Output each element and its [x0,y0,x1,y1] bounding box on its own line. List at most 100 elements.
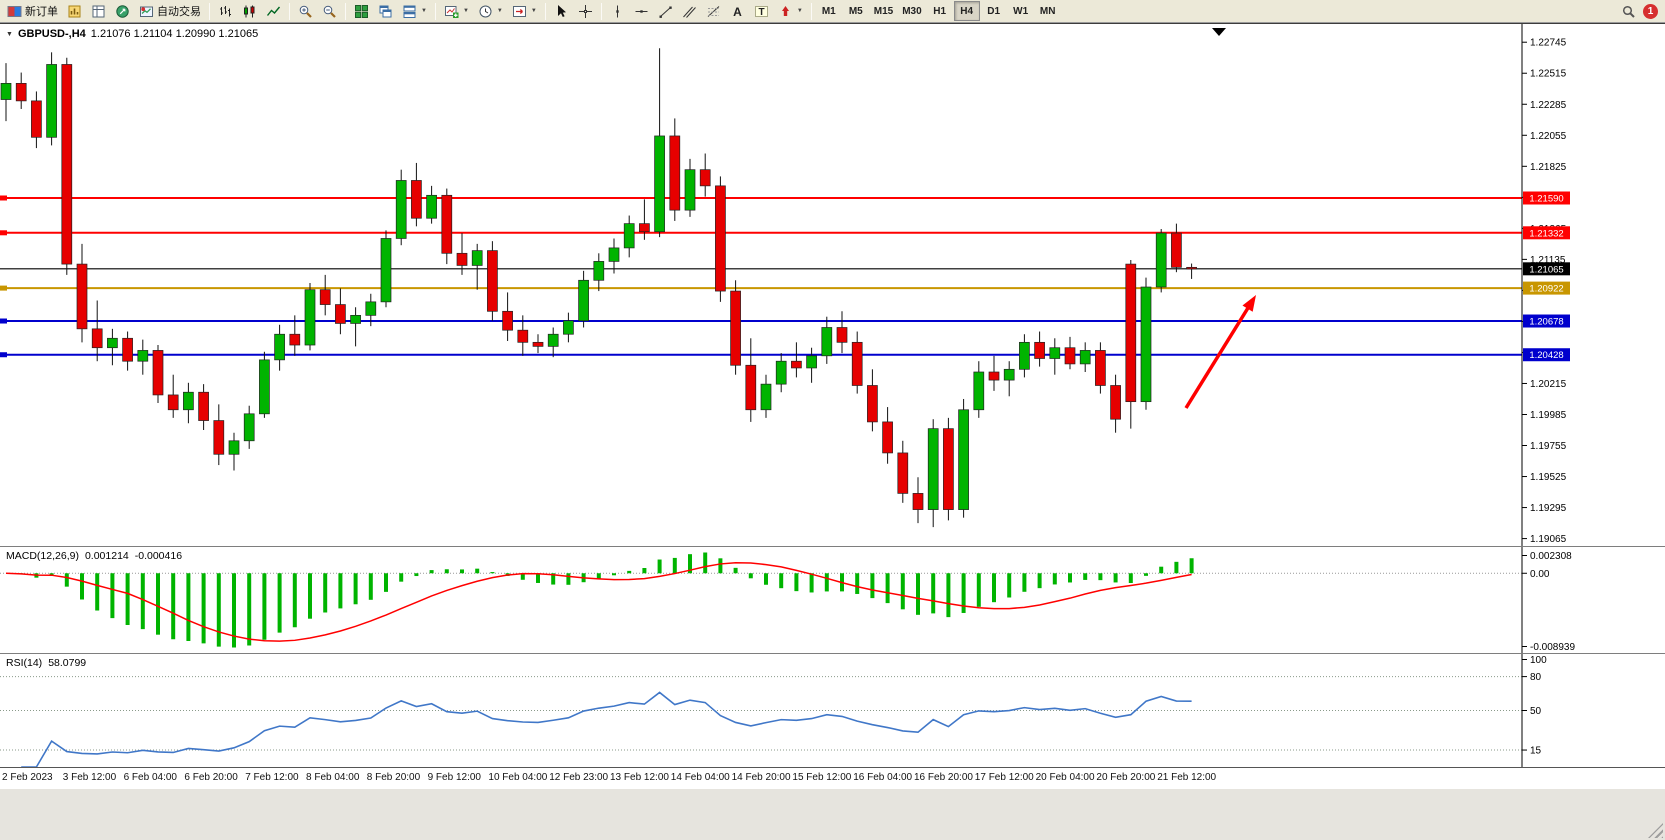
line-chart-icon [266,4,281,19]
price-line-badge: 1.20428 [1529,350,1563,361]
market-watch-button[interactable] [63,1,86,21]
text-tool-icon: A [733,5,742,19]
zoom-in-icon [298,4,313,19]
candlestick-chart-button[interactable] [238,1,261,21]
rsi-axis-label: 100 [1530,655,1547,666]
crosshair-icon [578,4,593,19]
navigator-button[interactable] [111,1,134,21]
trend-arrow-annotation[interactable] [1184,295,1256,409]
date-axis-label: 14 Feb 20:00 [731,772,791,783]
date-axis-label: 8 Feb 04:00 [306,772,360,783]
new-order-label: 新订单 [25,6,58,18]
notification-badge[interactable]: 1 [1643,3,1658,19]
macd-histogram [19,552,1194,648]
text-button[interactable]: A [726,1,749,21]
new-chart-button[interactable]: ▼ [440,1,473,21]
trendline-button[interactable] [654,1,677,21]
price-axis-label: 1.19985 [1530,410,1567,421]
line-chart-button[interactable] [262,1,285,21]
ohlc-values: 1.21076 1.21104 1.20990 1.21065 [90,28,259,40]
timeframe-button-h1[interactable]: H1 [927,1,953,21]
new-chart-icon [444,4,459,19]
main-toolbar: 新订单 自动交易 ▼ ▼ ▼ ▼ [0,0,1665,23]
bar-chart-button[interactable] [214,1,237,21]
horizontal-line-button[interactable] [630,1,653,21]
rsi-name: RSI(14) [6,657,43,669]
rsi-label: RSI(14) 58.0799 [6,657,86,669]
cursor-button[interactable] [550,1,573,21]
timeframe-button-m5[interactable]: M5 [843,1,869,21]
tile-horizontal-button[interactable]: ▼ [398,1,431,21]
toolbar-separator [600,2,602,20]
tile-horizontal-icon [402,4,417,19]
horizontal-line-icon [634,4,649,19]
search-button[interactable] [1617,1,1640,21]
date-axis-label: 10 Feb 04:00 [488,772,548,783]
timeframe-button-m30[interactable]: M30 [898,1,925,21]
timeframe-button-h4[interactable]: H4 [953,1,980,21]
fibonacci-button[interactable] [702,1,725,21]
timeframe-button-m15[interactable]: M15 [870,1,897,21]
chart-title: ▼ GBPUSD-,H4 1.21076 1.21104 1.20990 1.2… [6,28,258,40]
toolbar-separator [345,2,346,20]
zoom-out-icon [322,4,337,19]
dropdown-arrow-icon: ▼ [496,8,503,14]
price-axis-label: 1.19295 [1530,503,1567,514]
price-axis-label: 1.19525 [1530,472,1567,483]
window-resize-grip[interactable] [1648,823,1663,838]
timeframe-button-w1[interactable]: W1 [1008,1,1034,21]
cascade-windows-button[interactable] [374,1,397,21]
date-axis-label: 21 Feb 12:00 [1157,772,1217,783]
price-axis-label: 1.20215 [1530,379,1567,390]
trendline-icon [658,4,673,19]
timeframe-button-d1[interactable]: D1 [981,1,1007,21]
rsi-chart[interactable]: 100 80 50 15 [0,654,1665,768]
arrow-tool-icon [778,4,793,19]
tile-windows-button[interactable] [350,1,373,21]
dropdown-arrow-icon: ▼ [796,8,803,14]
rsi-panel: 100 80 50 15 RSI(14) 58.0799 [0,653,1665,768]
auto-trading-button[interactable]: 自动交易 [135,1,205,21]
candlestick-chart-icon [242,4,257,19]
arrows-button[interactable]: ▼ [774,1,807,21]
auto-trading-icon [139,4,154,19]
tile-windows-icon [354,4,369,19]
date-axis-label: 7 Feb 12:00 [245,772,299,783]
chart-shift-button[interactable]: ▼ [508,1,541,21]
crosshair-button[interactable] [574,1,597,21]
price-line-badge: 1.21065 [1529,264,1563,275]
data-window-button[interactable] [87,1,110,21]
macd-chart[interactable]: 0.002308 0.00 -0.008939 [0,547,1665,653]
equidistant-channel-button[interactable] [678,1,701,21]
zoom-out-button[interactable] [318,1,341,21]
timeframe-button-mn[interactable]: MN [1035,1,1061,21]
price-chart[interactable]: 1.22745 1.22515 1.22285 1.22055 1.21825 1.215… [0,24,1665,546]
zoom-in-button[interactable] [294,1,317,21]
rsi-axis-label: 15 [1530,746,1542,757]
text-label-button[interactable]: T [750,1,773,21]
symbol-dropdown-icon[interactable]: ▼ [6,30,13,38]
dropdown-arrow-icon: ▼ [462,8,469,14]
auto-trading-label: 自动交易 [157,6,201,18]
timeframe-toolbar: M1 M5 M15 M30 H1 H4 D1 W1 MN [816,1,1061,21]
new-order-button[interactable]: 新订单 [3,1,62,21]
rsi-axis: 100 80 50 15 [1521,654,1547,767]
toolbar-separator [434,2,436,20]
time-axis: 2 Feb 2023 3 Feb 12:00 6 Feb 04:00 6 Feb 20… [0,767,1665,790]
cursor-icon [554,4,569,19]
macd-name: MACD(12,26,9) [6,550,79,562]
price-axis-label: 1.22055 [1530,131,1567,142]
profiles-button[interactable]: ▼ [474,1,507,21]
price-axis-label: 1.22745 [1530,38,1567,49]
scroll-marker-icon[interactable] [1212,28,1226,36]
symbol-name: GBPUSD-,H4 [17,28,86,40]
vertical-line-button[interactable] [606,1,629,21]
date-axis-label: 17 Feb 12:00 [974,772,1034,783]
market-watch-icon [67,4,82,19]
clock-icon [478,4,493,19]
toolbar-separator [209,2,210,20]
timeframe-button-m1[interactable]: M1 [816,1,842,21]
dropdown-arrow-icon: ▼ [421,8,427,14]
equidistant-channel-icon [682,4,697,19]
